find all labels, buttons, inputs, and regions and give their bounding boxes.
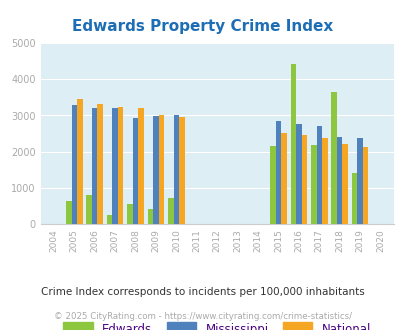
Bar [310, 145, 316, 224]
Bar [127, 204, 132, 224]
Bar [336, 137, 342, 224]
Text: Crime Index corresponds to incidents per 100,000 inhabitants: Crime Index corresponds to incidents per… [41, 287, 364, 297]
Bar [112, 108, 117, 224]
Bar [281, 133, 286, 224]
Bar [362, 147, 367, 224]
Bar [321, 138, 327, 224]
Text: Edwards Property Crime Index: Edwards Property Crime Index [72, 19, 333, 34]
Bar [107, 215, 112, 224]
Bar [290, 64, 295, 224]
Legend: Edwards, Mississippi, National: Edwards, Mississippi, National [58, 317, 375, 330]
Bar [168, 198, 173, 224]
Bar [92, 108, 97, 224]
Bar [275, 121, 281, 224]
Bar [351, 173, 356, 224]
Bar [77, 99, 82, 224]
Bar [316, 126, 321, 224]
Bar [97, 104, 103, 224]
Bar [301, 135, 307, 224]
Bar [330, 92, 336, 224]
Bar [138, 108, 143, 224]
Bar [342, 144, 347, 224]
Text: © 2025 CityRating.com - https://www.cityrating.com/crime-statistics/: © 2025 CityRating.com - https://www.city… [54, 312, 351, 321]
Bar [117, 107, 123, 224]
Bar [86, 195, 92, 224]
Bar [153, 116, 158, 224]
Bar [179, 117, 184, 224]
Bar [295, 124, 301, 224]
Bar [270, 146, 275, 224]
Bar [71, 105, 77, 224]
Bar [158, 115, 164, 224]
Bar [66, 201, 71, 224]
Bar [147, 209, 153, 224]
Bar [356, 138, 362, 224]
Bar [132, 118, 138, 224]
Bar [173, 115, 179, 224]
